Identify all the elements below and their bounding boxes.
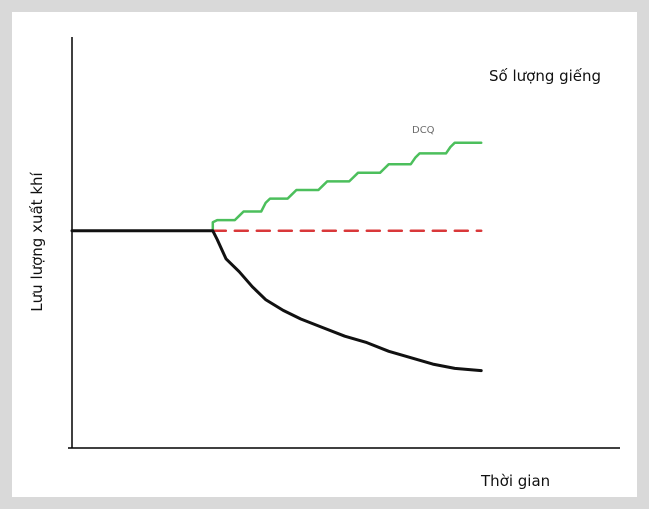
y-axis-label: Lưu lượng xuất khí [28, 171, 46, 311]
chart-frame: Lưu lượng xuất khí Thời gian Số lượng gi… [12, 12, 637, 497]
series-well-count-line [211, 141, 483, 233]
series-gas-flow-line [70, 229, 483, 373]
x-axis-label: Thời gian [480, 472, 550, 490]
series-layer [70, 141, 483, 373]
chart-svg: Lưu lượng xuất khí Thời gian Số lượng gi… [28, 37, 620, 490]
series-label-well-count: Số lượng giếng [489, 67, 601, 85]
annotation-dcq: DCQ [412, 125, 435, 136]
